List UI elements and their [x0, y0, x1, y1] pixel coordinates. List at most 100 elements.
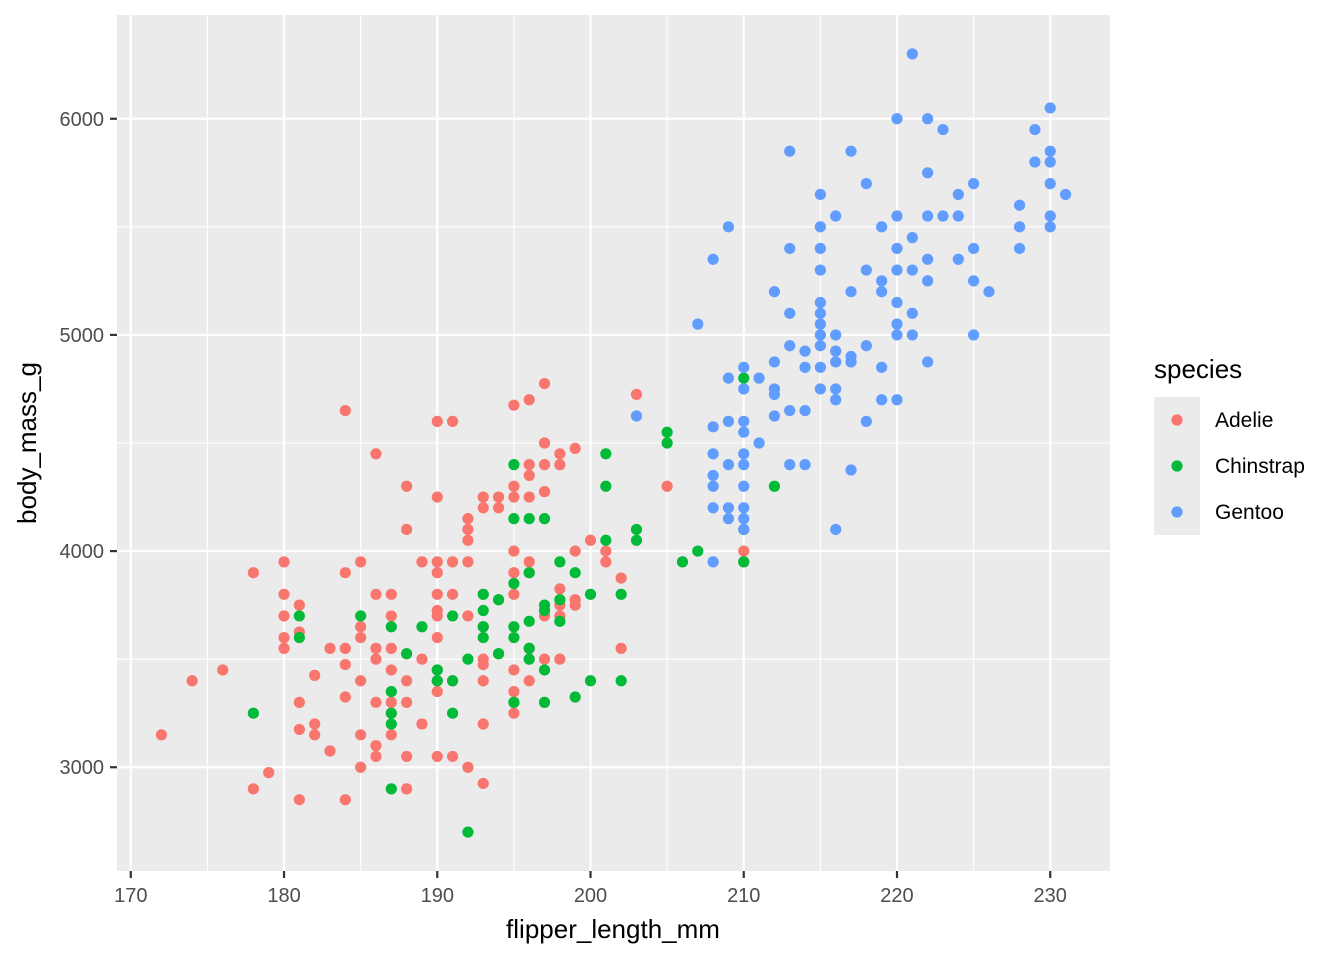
point-gentoo	[830, 383, 842, 395]
point-gentoo	[830, 394, 842, 406]
legend-swatch-chinstrap	[1171, 460, 1183, 472]
point-adelie	[339, 404, 351, 417]
point-adelie	[431, 491, 443, 503]
point-adelie	[446, 415, 459, 427]
point-adelie	[309, 729, 321, 741]
point-adelie	[355, 621, 367, 633]
y-axis-title: body_mass_g	[12, 362, 42, 524]
point-adelie	[385, 696, 397, 708]
point-adelie	[615, 572, 627, 584]
point-gentoo	[1044, 178, 1056, 190]
point-adelie	[462, 761, 474, 773]
point-gentoo	[1013, 221, 1026, 233]
point-adelie	[309, 718, 321, 730]
point-chinstrap	[523, 567, 535, 579]
point-adelie	[738, 545, 750, 557]
point-gentoo	[968, 329, 980, 341]
point-adelie	[462, 610, 474, 622]
point-gentoo	[814, 221, 826, 233]
point-gentoo	[922, 113, 934, 125]
point-gentoo	[722, 221, 735, 233]
point-gentoo	[906, 264, 918, 276]
point-gentoo	[1044, 102, 1056, 114]
point-gentoo	[968, 242, 980, 255]
point-adelie	[538, 653, 551, 665]
point-adelie	[370, 448, 382, 460]
point-adelie	[554, 653, 566, 665]
point-adelie	[370, 588, 382, 600]
point-gentoo	[845, 145, 857, 157]
point-gentoo	[830, 356, 842, 368]
point-adelie	[217, 664, 229, 676]
point-gentoo	[738, 415, 750, 427]
point-chinstrap	[446, 707, 459, 719]
point-gentoo	[738, 513, 750, 525]
point-chinstrap	[600, 480, 612, 492]
point-adelie	[370, 642, 382, 654]
point-adelie	[462, 556, 474, 568]
point-adelie	[538, 437, 551, 449]
point-gentoo	[891, 242, 903, 255]
point-gentoo	[784, 340, 796, 352]
point-adelie	[293, 696, 305, 708]
point-adelie	[339, 642, 351, 654]
point-adelie	[293, 794, 305, 806]
y-axis: 3000 4000 5000 6000	[60, 109, 117, 779]
point-adelie	[569, 545, 581, 557]
point-chinstrap	[431, 664, 443, 676]
point-gentoo	[768, 286, 781, 298]
point-gentoo	[922, 253, 934, 265]
point-chinstrap	[661, 437, 673, 449]
point-gentoo	[922, 167, 934, 179]
legend-swatch-adelie	[1171, 414, 1183, 426]
point-adelie	[477, 491, 489, 503]
point-gentoo	[784, 404, 796, 417]
legend-items: Adelie Chinstrap Gentoo	[1154, 397, 1305, 535]
point-adelie	[508, 588, 520, 600]
point-adelie	[309, 669, 321, 681]
point-gentoo	[753, 372, 765, 384]
point-adelie	[355, 631, 367, 644]
major-gridlines	[117, 15, 1110, 871]
point-gentoo	[860, 415, 872, 427]
point-chinstrap	[492, 594, 505, 606]
point-adelie	[293, 599, 305, 611]
point-adelie	[385, 729, 397, 741]
point-chinstrap	[293, 610, 305, 622]
point-adelie	[477, 502, 489, 514]
point-gentoo	[1029, 156, 1041, 168]
point-gentoo	[922, 275, 934, 287]
legend-label-adelie: Adelie	[1215, 409, 1273, 432]
point-gentoo	[814, 296, 826, 309]
point-adelie	[355, 729, 367, 741]
point-gentoo	[738, 361, 750, 373]
x-tick-label: 170	[114, 885, 147, 907]
point-gentoo	[830, 210, 842, 222]
point-gentoo	[876, 394, 888, 406]
point-gentoo	[692, 318, 704, 330]
point-chinstrap	[523, 513, 535, 525]
data-points	[155, 48, 1072, 838]
point-adelie	[339, 658, 351, 671]
point-chinstrap	[538, 604, 551, 617]
point-chinstrap	[584, 588, 597, 600]
point-gentoo	[906, 307, 918, 319]
point-adelie	[401, 675, 413, 687]
legend-title: species	[1154, 354, 1242, 384]
point-adelie	[569, 442, 581, 455]
point-gentoo	[722, 459, 735, 471]
point-adelie	[431, 556, 443, 568]
point-gentoo	[722, 372, 735, 384]
point-adelie	[355, 761, 367, 773]
point-gentoo	[906, 329, 918, 341]
point-chinstrap	[477, 588, 489, 600]
point-chinstrap	[569, 567, 581, 579]
point-gentoo	[860, 178, 872, 190]
point-gentoo	[814, 318, 826, 330]
point-adelie	[416, 718, 428, 730]
point-chinstrap	[508, 631, 520, 644]
point-gentoo	[768, 388, 781, 400]
point-gentoo	[784, 145, 796, 157]
point-chinstrap	[477, 631, 489, 644]
point-gentoo	[968, 178, 980, 190]
